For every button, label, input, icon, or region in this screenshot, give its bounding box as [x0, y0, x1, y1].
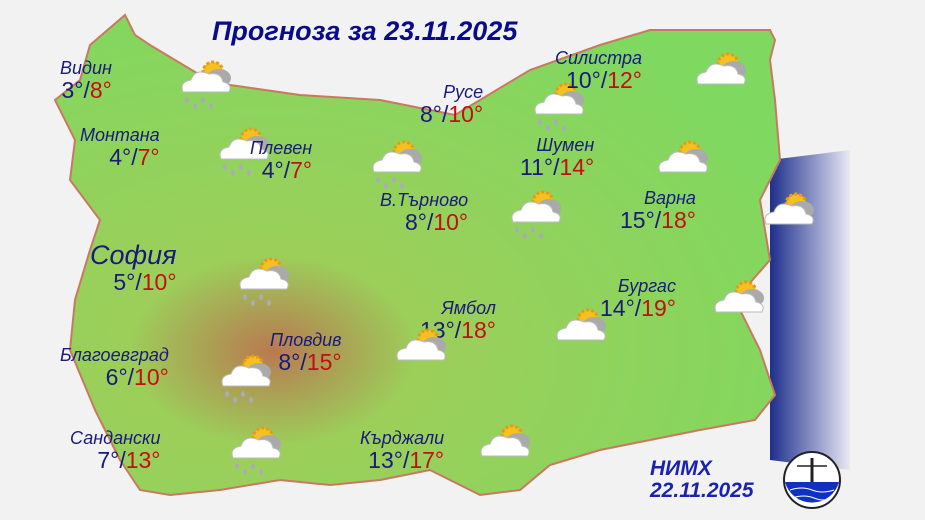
city-temperature: 14°/19°: [600, 295, 676, 321]
city-temperature: 8°/15°: [278, 349, 342, 375]
max-temp: 13°: [125, 447, 161, 473]
city-temperature: 8°/10°: [404, 209, 469, 235]
city-temperature: 4°/7°: [261, 157, 313, 183]
city-temperature: 4°/7°: [109, 144, 160, 170]
min-temp: 5°: [113, 269, 136, 295]
sun-cloud-rain-icon: [511, 190, 561, 239]
city-temperature: 11°/14°: [520, 154, 595, 180]
city-6: В.Търново 8°/10°: [380, 190, 469, 235]
max-temp: 10°: [448, 101, 484, 127]
max-temp: 10°: [141, 269, 177, 295]
sun-cloud-rain-icon: [221, 354, 271, 403]
sun-cloud-icon: [556, 308, 606, 341]
max-temp: 18°: [461, 317, 496, 343]
sun-cloud-rain-icon: [239, 257, 289, 306]
max-temp: 15°: [306, 349, 342, 375]
black-sea: [770, 150, 850, 470]
city-temperature: 10°/12°: [566, 67, 642, 93]
city-name: Силистра: [555, 48, 642, 68]
city-2: Плевен 4°/7°: [250, 138, 313, 183]
max-temp: 7°: [290, 157, 313, 183]
max-temp: 12°: [607, 67, 642, 93]
sun-cloud-icon: [480, 424, 530, 457]
max-temp: 17°: [409, 447, 445, 473]
sun-cloud-icon: [658, 140, 708, 173]
sun-cloud-rain-icon: [181, 60, 231, 109]
city-name: Русе: [443, 82, 484, 102]
city-name: Ямбол: [441, 298, 496, 318]
city-name: Видин: [60, 58, 112, 78]
city-temperature: 6°/10°: [105, 364, 169, 390]
city-name: София: [90, 240, 177, 270]
city-name: Варна: [644, 188, 696, 208]
max-temp: 10°: [433, 209, 469, 235]
min-temp: 7°: [97, 447, 120, 473]
max-temp: 14°: [559, 154, 595, 180]
min-temp: 4°: [261, 157, 284, 183]
city-3: Русе 8°/10°: [420, 82, 484, 127]
min-temp: 11°: [520, 154, 554, 180]
city-14: Кърджали 13°/17°: [360, 428, 445, 473]
city-12: Благоевград 6°/10°: [60, 345, 169, 390]
min-temp: 4°: [109, 144, 132, 170]
min-temp: 8°: [278, 349, 301, 375]
footer-org: НИМХ: [650, 457, 712, 480]
city-name: Благоевград: [60, 345, 169, 365]
min-temp: 15°: [620, 207, 655, 233]
min-temp: 8°: [420, 101, 442, 127]
sun-cloud-rain-icon: [219, 127, 269, 176]
city-name: Монтана: [80, 125, 160, 145]
max-temp: 19°: [641, 295, 676, 321]
max-temp: 10°: [134, 364, 169, 390]
city-name: В.Търново: [380, 190, 469, 210]
sun-cloud-rain-icon: [231, 426, 281, 475]
min-temp: 13°: [368, 447, 403, 473]
sun-cloud-icon: [714, 280, 764, 313]
city-temperature: 5°/10°: [113, 269, 177, 295]
city-name: Пловдив: [270, 330, 342, 350]
city-temperature: 8°/10°: [420, 101, 484, 127]
min-temp: 10°: [566, 67, 601, 93]
city-9: Бургас 14°/19°: [600, 276, 676, 321]
city-name: Кърджали: [360, 428, 445, 448]
city-7: Варна 15°/18°: [620, 188, 696, 233]
min-temp: 6°: [105, 364, 128, 390]
city-0: Видин 3°/8°: [60, 58, 112, 103]
nimh-logo-icon: [783, 451, 841, 509]
sun-cloud-icon: [696, 52, 746, 85]
city-name: Сандански: [70, 428, 161, 448]
min-temp: 3°: [61, 77, 84, 103]
max-temp: 18°: [661, 207, 696, 233]
city-13: Сандански 7°/13°: [70, 428, 161, 473]
page-title: Прогноза за 23.11.2025: [212, 16, 518, 46]
footer: НИМХ 22.11.2025: [650, 458, 754, 502]
max-temp: 8°: [89, 77, 112, 103]
city-4: Силистра 10°/12°: [555, 48, 642, 93]
sun-cloud-icon: [396, 328, 446, 361]
city-temperature: 13°/17°: [368, 447, 445, 473]
city-8: София 5°/10°: [90, 240, 177, 295]
max-temp: 7°: [137, 144, 160, 170]
city-name: Плевен: [250, 138, 313, 158]
min-temp: 8°: [404, 209, 427, 235]
city-name: Шумен: [536, 135, 595, 155]
city-5: Шумен 11°/14°: [520, 135, 595, 180]
sun-cloud-icon: [764, 192, 814, 225]
city-name: Бургас: [617, 276, 676, 296]
sun-cloud-rain-icon: [534, 82, 584, 131]
city-11: Пловдив 8°/15°: [270, 330, 342, 375]
city-temperature: 7°/13°: [97, 447, 161, 473]
city-temperature: 15°/18°: [620, 207, 696, 233]
city-1: Монтана 4°/7°: [80, 125, 160, 170]
footer-date: 22.11.2025: [650, 479, 754, 502]
sun-cloud-rain-icon: [372, 140, 422, 189]
city-temperature: 3°/8°: [61, 77, 112, 103]
min-temp: 14°: [600, 295, 635, 321]
